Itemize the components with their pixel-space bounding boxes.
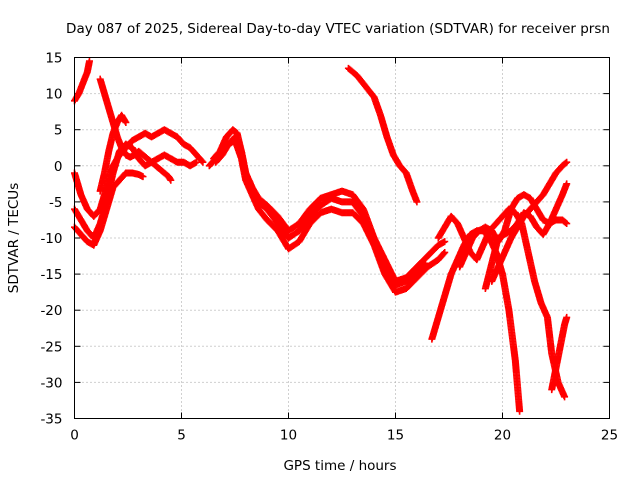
data-point xyxy=(441,248,449,256)
x-tick-label: 20 xyxy=(494,428,511,444)
data-point xyxy=(563,313,571,321)
y-tick-label: -25 xyxy=(40,339,62,355)
chart-title: Day 087 of 2025, Sidereal Day-to-day VTE… xyxy=(66,21,610,37)
data-point xyxy=(139,173,147,181)
data-point xyxy=(563,158,571,166)
data-point xyxy=(199,158,207,166)
data-point xyxy=(413,198,421,206)
x-tick-label: 0 xyxy=(70,428,79,444)
data-point xyxy=(440,249,448,257)
data-point xyxy=(561,393,569,401)
y-tick-label: 5 xyxy=(54,123,63,139)
x-tick-label: 5 xyxy=(177,428,186,444)
x-axis-label: GPS time / hours xyxy=(283,458,396,474)
y-tick-label: -10 xyxy=(40,231,62,247)
data-point xyxy=(516,407,524,415)
plot-frame xyxy=(74,57,610,419)
y-axis-label: SDTVAR / TECUs xyxy=(6,183,22,293)
grid-lines xyxy=(74,57,610,419)
x-tick-label: 15 xyxy=(387,428,404,444)
data-point xyxy=(441,238,449,246)
data-point xyxy=(562,159,570,167)
data-point xyxy=(122,118,130,126)
data-point xyxy=(198,157,206,165)
x-tick-label: 25 xyxy=(601,428,618,444)
y-tick-label: 15 xyxy=(45,51,62,67)
x-tick-label: 10 xyxy=(280,428,297,444)
y-tick-label: -5 xyxy=(49,195,62,211)
y-tick-label: -35 xyxy=(40,412,62,428)
y-tick-label: -20 xyxy=(40,303,62,319)
axis-ticks: 0 5 10 15 20 25 15 10 5 0 -5 -10 -15 -20 -25 -30 -35 xyxy=(40,51,618,444)
y-tick-label: 10 xyxy=(45,87,62,103)
data-point xyxy=(562,219,570,227)
data-point xyxy=(563,220,571,228)
y-tick-label: -30 xyxy=(40,375,62,391)
y-tick-label: -15 xyxy=(40,267,62,283)
data-markers xyxy=(71,57,571,415)
y-tick-label: 0 xyxy=(54,159,63,175)
data-point xyxy=(85,57,93,65)
data-point xyxy=(167,176,175,184)
data-point xyxy=(563,180,571,188)
data-point xyxy=(192,158,200,166)
